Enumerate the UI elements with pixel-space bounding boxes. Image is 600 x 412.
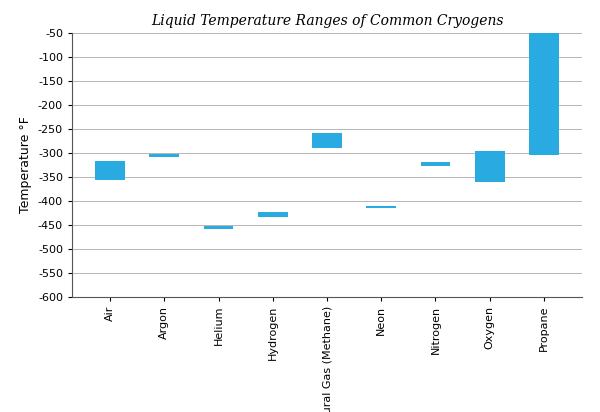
Bar [95,161,125,180]
Bar [203,226,233,229]
Y-axis label: Temperature °F: Temperature °F [19,116,32,213]
Bar [475,151,505,182]
Bar [421,162,451,166]
Bar [312,133,342,147]
Bar [529,30,559,155]
Bar [149,154,179,157]
Bar [367,206,396,208]
Bar [258,212,287,217]
Title: Liquid Temperature Ranges of Common Cryogens: Liquid Temperature Ranges of Common Cryo… [151,14,503,28]
